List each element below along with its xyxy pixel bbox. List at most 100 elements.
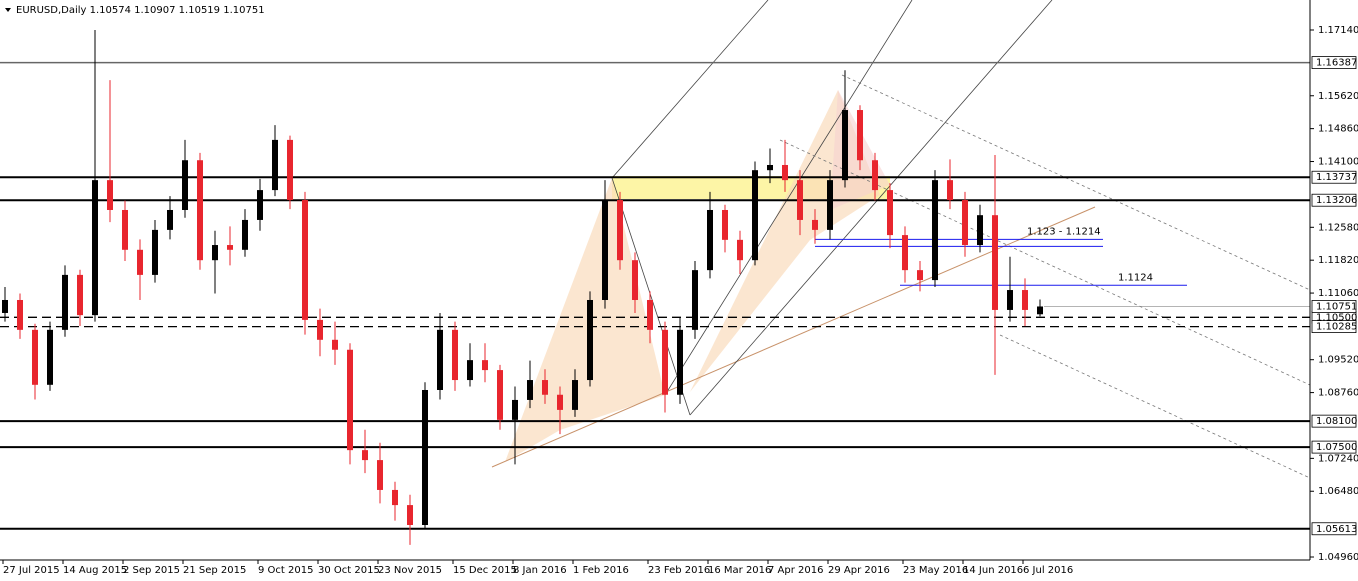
candle-body bbox=[137, 249, 143, 275]
channel-line bbox=[999, 334, 1311, 479]
x-tick-label: 30 Oct 2015 bbox=[318, 565, 380, 576]
candle-body bbox=[962, 200, 968, 246]
candle-body bbox=[167, 209, 173, 230]
candle-body bbox=[422, 389, 428, 525]
candle-body bbox=[887, 190, 893, 236]
candle-body bbox=[677, 329, 683, 395]
candle-body bbox=[2, 299, 8, 313]
level-label: 1.05613 bbox=[1316, 524, 1357, 535]
y-tick-label: 1.07240 bbox=[1318, 453, 1358, 464]
candle-body bbox=[377, 460, 383, 490]
menu-arrow[interactable] bbox=[5, 8, 11, 12]
candle-body bbox=[1022, 290, 1028, 310]
x-tick-label: 29 Apr 2016 bbox=[828, 565, 890, 576]
y-tick-label: 1.15620 bbox=[1318, 91, 1358, 102]
x-tick-label: 1 Feb 2016 bbox=[573, 565, 629, 576]
x-tick-label: 14 Aug 2015 bbox=[63, 565, 127, 576]
chart-title: EURUSD,Daily 1.10574 1.10907 1.10519 1.1… bbox=[16, 5, 265, 16]
x-tick-label: 23 May 2016 bbox=[903, 565, 968, 576]
candle-body bbox=[632, 260, 638, 300]
pitchfork-line bbox=[689, 0, 1053, 416]
price-label: 1.10751 bbox=[1316, 301, 1357, 312]
candle-body bbox=[602, 200, 608, 300]
candle-body bbox=[842, 110, 848, 181]
pitchfork-line bbox=[664, 0, 913, 396]
annotation-text: 1.123 - 1.1214 bbox=[1027, 226, 1101, 237]
candle-body bbox=[212, 245, 218, 261]
level-label: 1.08100 bbox=[1316, 416, 1357, 427]
candle-body bbox=[752, 170, 758, 261]
y-tick-label: 1.17140 bbox=[1318, 25, 1358, 36]
x-tick-label: 15 Dec 2015 bbox=[453, 565, 517, 576]
pattern bbox=[690, 90, 880, 392]
level-label-box bbox=[1311, 414, 1357, 428]
candle-body bbox=[317, 319, 323, 340]
level-label-box bbox=[1311, 522, 1357, 536]
y-tick-label: 1.14100 bbox=[1318, 157, 1358, 168]
x-tick-label: 27 Jul 2015 bbox=[3, 565, 60, 576]
x-tick-label: 21 Sep 2015 bbox=[183, 565, 246, 576]
candle-body bbox=[737, 239, 743, 261]
candle-body bbox=[662, 329, 668, 395]
candle-body bbox=[827, 180, 833, 230]
level-label-box bbox=[1311, 193, 1357, 207]
pitchfork-line bbox=[611, 0, 769, 179]
level-label-box bbox=[1311, 440, 1357, 454]
level-label: 1.10285 bbox=[1316, 322, 1357, 333]
candle-body bbox=[182, 160, 188, 210]
candle-body bbox=[707, 209, 713, 271]
candle-body bbox=[392, 489, 398, 506]
x-tick-label: 23 Feb 2016 bbox=[648, 565, 710, 576]
level-label-box bbox=[1311, 320, 1357, 334]
candle-body bbox=[227, 245, 233, 250]
x-tick-label: 6 Jul 2016 bbox=[1023, 565, 1073, 576]
candle-body bbox=[932, 180, 938, 281]
annotation-text: 1.1124 bbox=[1118, 272, 1153, 283]
y-tick-label: 1.12580 bbox=[1318, 222, 1358, 233]
candle-body bbox=[197, 160, 203, 261]
candle-body bbox=[767, 164, 773, 171]
candle-body bbox=[77, 274, 83, 316]
candle-body bbox=[272, 139, 278, 191]
level-label-box bbox=[1311, 56, 1357, 69]
candle-body bbox=[857, 110, 863, 161]
y-tick-label: 1.08760 bbox=[1318, 388, 1358, 399]
candle-body bbox=[467, 360, 473, 381]
x-tick-label: 16 Mar 2016 bbox=[708, 565, 771, 576]
level-label: 1.16387 bbox=[1316, 58, 1357, 69]
candle-body bbox=[257, 190, 263, 220]
level-label: 1.07500 bbox=[1316, 442, 1357, 453]
x-tick-label: 7 Apr 2016 bbox=[768, 565, 823, 576]
candle-body bbox=[362, 450, 368, 461]
candle-body bbox=[107, 180, 113, 210]
candle-body bbox=[497, 370, 503, 420]
candle-body bbox=[797, 180, 803, 220]
candle-body bbox=[287, 139, 293, 201]
candle-body bbox=[332, 339, 338, 350]
candle-body bbox=[527, 380, 533, 400]
level-label-box bbox=[1311, 170, 1357, 184]
level-label: 1.13206 bbox=[1316, 195, 1357, 206]
candle-body bbox=[407, 505, 413, 525]
x-tick-label: 23 Nov 2015 bbox=[378, 565, 442, 576]
candle-body bbox=[572, 380, 578, 410]
y-tick-label: 1.06480 bbox=[1318, 486, 1358, 497]
candle-body bbox=[542, 380, 548, 395]
candle-body bbox=[92, 180, 98, 316]
candle-body bbox=[122, 209, 128, 250]
candle-body bbox=[1037, 306, 1043, 315]
candle-body bbox=[452, 329, 458, 381]
x-tick-label: 8 Jan 2016 bbox=[513, 565, 567, 576]
y-tick-label: 1.09520 bbox=[1318, 355, 1358, 366]
candle-body bbox=[812, 219, 818, 230]
channel-line bbox=[779, 139, 1311, 386]
level-label: 1.10500 bbox=[1316, 312, 1357, 323]
candle-body bbox=[872, 160, 878, 191]
candle-body bbox=[902, 235, 908, 271]
y-tick-label: 1.11060 bbox=[1318, 288, 1358, 299]
candle-body bbox=[917, 270, 923, 281]
candle-body bbox=[722, 209, 728, 240]
candle-body bbox=[977, 215, 983, 246]
channel-line bbox=[841, 74, 1311, 291]
